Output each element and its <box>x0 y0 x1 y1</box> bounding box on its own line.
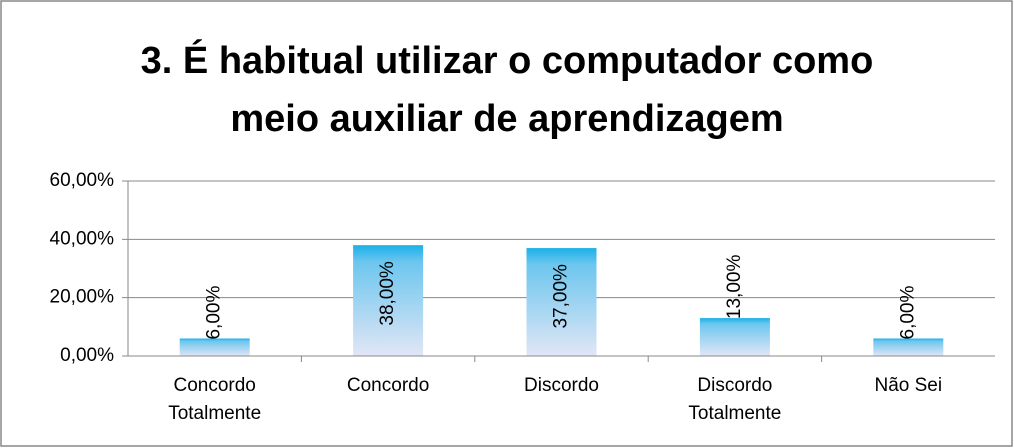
value-label: 38,00% <box>377 261 398 326</box>
value-label: 6,00% <box>897 286 918 340</box>
value-label: 37,00% <box>551 264 572 329</box>
y-tick-label: 0,00% <box>60 345 114 366</box>
bar <box>353 245 424 356</box>
y-tick-label: 60,00% <box>50 170 115 191</box>
x-tick-label: Não Sei <box>874 375 943 396</box>
bar <box>179 338 250 356</box>
y-tick-label: 40,00% <box>50 228 115 249</box>
x-tick-label: Discordo <box>524 375 599 396</box>
chart-title: 3. É habitual utilizar o computador como… <box>140 40 874 140</box>
bar <box>873 338 944 356</box>
x-tick-label: Concordo Totalmente <box>168 375 262 424</box>
bar <box>699 318 770 356</box>
x-tick-label: Discordo Totalmente <box>688 375 782 424</box>
x-tick-label: Concordo <box>346 375 430 396</box>
value-label: 13,00% <box>724 255 745 320</box>
value-label: 6,00% <box>204 286 225 340</box>
y-tick-label: 20,00% <box>50 287 115 308</box>
bar <box>526 248 597 356</box>
